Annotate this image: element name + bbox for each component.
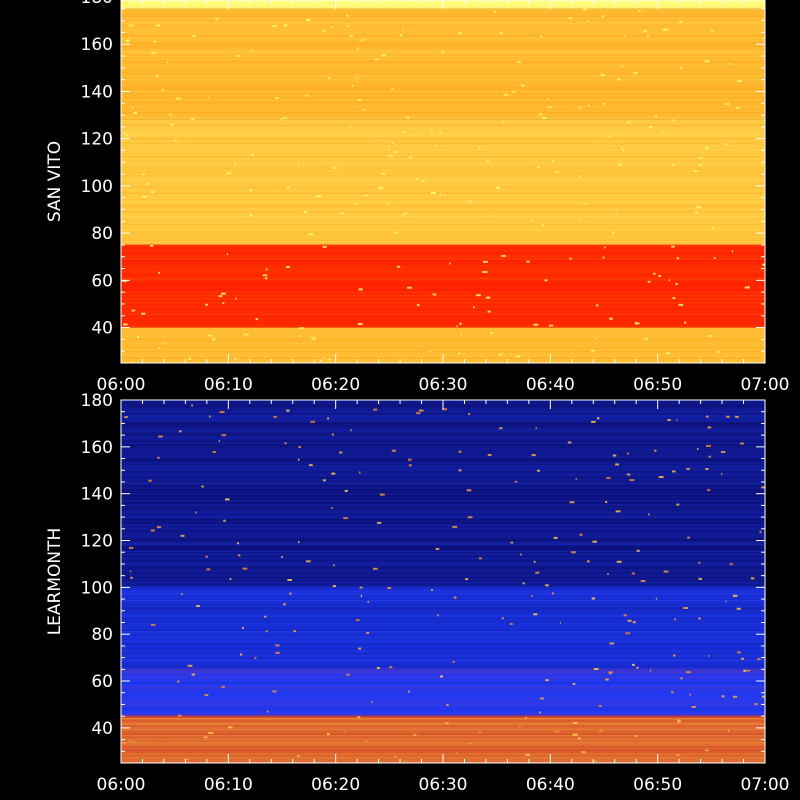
- learmonth-x-tick-label: 06:20: [311, 775, 360, 795]
- learmonth-x-axis: 06:00 06:10 06:20 06:30 06:40 06:50 07:00: [97, 400, 790, 795]
- learmonth-y-tick-label: 60: [91, 672, 113, 692]
- san-vito-band-2: [121, 119, 765, 245]
- san-vito-x-axis: 06:00 06:10 06:20 06:30 06:40 06:50 07:00: [97, 0, 790, 395]
- learmonth-y-tick-label: 40: [91, 719, 113, 739]
- san-vito-y-axis: 40 60 80 100 120 140 160 180: [81, 0, 765, 364]
- learmonth-y-tick-label: 80: [91, 625, 113, 645]
- learmonth-channel-texture: [121, 400, 765, 763]
- san-vito-x-tick-label: 07:00: [741, 375, 790, 395]
- learmonth-x-tick-label: 06:00: [97, 775, 146, 795]
- learmonth-y-tick-label: 120: [81, 532, 113, 552]
- learmonth-x-tick-label: 06:10: [204, 775, 253, 795]
- learmonth-y-axis: 40 60 80 100 120 140 160 180: [81, 391, 765, 764]
- san-vito-heatmap: [121, 0, 765, 363]
- san-vito-x-tick-label: 06:40: [526, 375, 575, 395]
- learmonth-x-tick-label: 06:40: [526, 775, 575, 795]
- san-vito-x-tick-label: 06:50: [633, 375, 682, 395]
- learmonth-panel: 40 60 80 100 120 140 160 180 06:00 06:10 06:20 06:3…: [45, 391, 790, 795]
- san-vito-y-tick-label: 140: [81, 82, 113, 102]
- san-vito-panel: 40 60 80 100 120 140 160 180 06:00 06:10 06:20 06:3…: [45, 0, 790, 395]
- learmonth-y-tick-label: 180: [81, 391, 113, 411]
- san-vito-y-tick-label: 100: [81, 177, 113, 197]
- learmonth-x-tick-label: 06:30: [419, 775, 468, 795]
- learmonth-y-tick-label: 140: [81, 485, 113, 505]
- san-vito-x-tick-label: 06:10: [204, 375, 253, 395]
- san-vito-x-tick-label: 06:00: [97, 375, 146, 395]
- san-vito-channel-texture: [121, 0, 765, 363]
- learmonth-x-tick-label: 06:50: [633, 775, 682, 795]
- learmonth-y-tick-label: 100: [81, 578, 113, 598]
- san-vito-y-tick-label: 180: [81, 0, 113, 8]
- san-vito-x-tick-label: 06:30: [419, 375, 468, 395]
- san-vito-x-tick-label: 06:20: [311, 375, 360, 395]
- learmonth-y-tick-label: 160: [81, 438, 113, 458]
- san-vito-y-tick-label: 60: [91, 271, 113, 291]
- learmonth-x-tick-label: 07:00: [741, 775, 790, 795]
- learmonth-y-axis-title: LEARMONTH: [45, 528, 65, 636]
- san-vito-y-tick-label: 120: [81, 130, 113, 150]
- san-vito-y-tick-label: 160: [81, 35, 113, 55]
- san-vito-y-axis-title: SAN VITO: [45, 141, 65, 222]
- san-vito-y-tick-label: 40: [91, 319, 113, 339]
- san-vito-y-tick-label: 80: [91, 224, 113, 244]
- learmonth-heatmap: [121, 400, 765, 763]
